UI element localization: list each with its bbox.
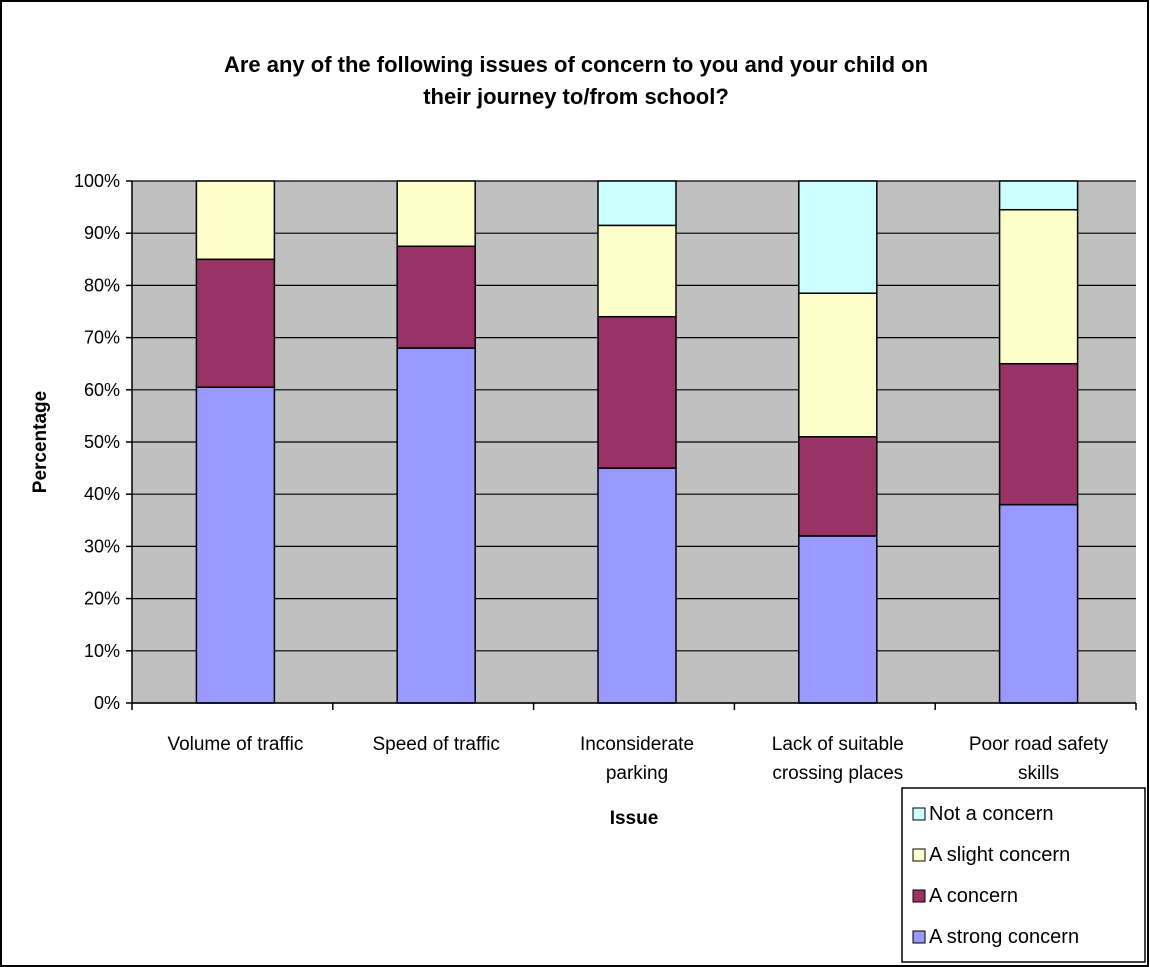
- y-tick-label: 20%: [84, 589, 120, 609]
- bar-segment: [597, 180, 677, 227]
- legend-box: [901, 787, 1146, 963]
- bars: [195, 180, 1079, 704]
- y-axis-label: Percentage: [30, 391, 51, 493]
- legend-swatch: [912, 848, 926, 862]
- y-tick-labels: 0% 10% 20% 30% 40% 50% 60% 70% 80% 90% 100%: [74, 171, 120, 713]
- bar-segment: [396, 347, 476, 704]
- y-tick-label: 50%: [84, 432, 120, 452]
- chart-title-line-1: Are any of the following issues of conce…: [224, 52, 928, 77]
- bar-segment: [998, 503, 1079, 704]
- x-category-labels: Volume of traffic Speed of traffic Inconsi…: [167, 734, 1108, 784]
- bar-segment: [798, 535, 878, 704]
- x-category-label: Lack of suitable: [772, 734, 904, 755]
- legend-swatch: [912, 930, 926, 944]
- legend: Not a concern A slight concern A concern A …: [901, 787, 1146, 963]
- bar-segment: [998, 180, 1079, 211]
- bar-segment: [396, 245, 476, 349]
- bar-segment: [195, 386, 276, 704]
- legend-label: Not a concern: [929, 803, 1054, 825]
- chart-title-line-2: their journey to/from school?: [423, 84, 729, 109]
- bar-segment: [998, 208, 1079, 365]
- legend-label: A concern: [929, 885, 1018, 907]
- y-tick-label: 40%: [84, 484, 120, 504]
- legend-label: A slight concern: [929, 844, 1070, 866]
- bar-segment: [998, 362, 1079, 506]
- y-tick-label: 70%: [84, 328, 120, 348]
- y-tick-label: 80%: [84, 275, 120, 295]
- bar-segment: [597, 467, 677, 704]
- y-tick-label: 100%: [74, 171, 120, 191]
- legend-swatch: [912, 807, 926, 821]
- x-category-label: Poor road safety: [969, 734, 1109, 755]
- x-category-label: Speed of traffic: [372, 734, 499, 755]
- legend-label: A strong concern: [929, 926, 1079, 948]
- y-tick-label: 10%: [84, 641, 120, 661]
- bar-segment: [597, 315, 677, 469]
- bar-segment: [195, 258, 276, 388]
- legend-swatch: [912, 889, 926, 903]
- x-category-label: Volume of traffic: [167, 734, 303, 755]
- bar-segment: [396, 180, 476, 247]
- y-tick-label: 0%: [94, 693, 120, 713]
- bar-segment: [798, 180, 878, 294]
- y-tick-label: 30%: [84, 536, 120, 556]
- x-category-label: skills: [1018, 763, 1059, 784]
- x-category-label: crossing places: [772, 763, 903, 784]
- y-tick-label: 90%: [84, 223, 120, 243]
- chart-title: Are any of the following issues of conce…: [224, 52, 928, 109]
- x-category-label: parking: [606, 763, 668, 784]
- bar-segment: [798, 292, 878, 438]
- bar-segment: [195, 180, 276, 261]
- x-category-label: Inconsiderate: [580, 734, 694, 755]
- bar-segment: [597, 224, 677, 318]
- bar-segment: [798, 436, 878, 537]
- x-axis-label: Issue: [610, 808, 659, 829]
- y-tick-label: 60%: [84, 380, 120, 400]
- axes: [126, 180, 1137, 710]
